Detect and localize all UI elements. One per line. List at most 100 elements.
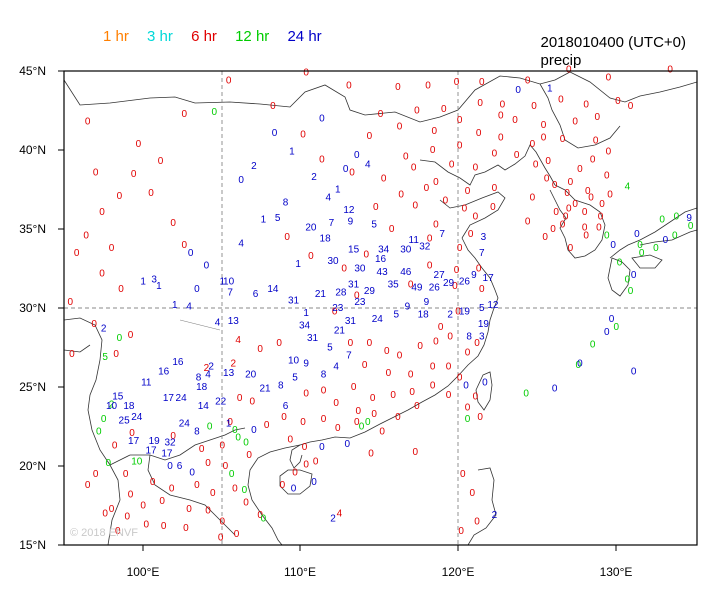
- station-24hr-value: 8: [196, 373, 202, 384]
- station-24hr-value: 0: [272, 128, 278, 139]
- station-6hr-value: 0: [446, 362, 452, 373]
- station-12hr-value: 0: [628, 286, 634, 297]
- station-6hr-value: 0: [460, 469, 466, 480]
- station-12hr-value: 0: [229, 469, 235, 480]
- station-12hr-value: 0: [207, 422, 213, 433]
- tick-marks: [58, 70, 617, 551]
- station-12hr-value: 0: [523, 389, 529, 400]
- station-6hr-value: 0: [226, 76, 232, 87]
- station-24hr-value: 10: [223, 276, 235, 287]
- station-6hr-value: 0: [427, 261, 433, 272]
- station-24hr-value: 18: [320, 234, 332, 245]
- station-24hr-value: 0: [663, 235, 669, 246]
- station-6hr-value: 0: [378, 109, 384, 120]
- station-6hr-value: 0: [595, 112, 601, 123]
- station-6hr-value: 0: [85, 480, 91, 491]
- station-6hr-value: 0: [303, 460, 309, 471]
- station-24hr-value: 8: [278, 381, 284, 392]
- station-24hr-value: 28: [335, 287, 347, 298]
- station-6hr-value: 0: [264, 420, 270, 431]
- station-12hr-value: 5: [102, 352, 108, 363]
- legend: 1 hr 3 hr 6 hr 12 hr 24 hr: [103, 28, 336, 45]
- station-6hr-value: 0: [455, 306, 461, 317]
- station-6hr-value: 0: [498, 110, 504, 121]
- station-24hr-value: 2: [447, 310, 453, 321]
- station-24hr-value: 0: [482, 377, 488, 388]
- station-6hr-value: 0: [246, 450, 252, 461]
- station-6hr-value: 0: [237, 393, 243, 404]
- station-6hr-value: 0: [199, 444, 205, 455]
- station-6hr-value: 0: [91, 319, 97, 330]
- station-24hr-value: 0: [577, 359, 583, 370]
- station-24hr-value: 27: [434, 270, 446, 281]
- lon-tick-120: 120°E: [442, 565, 475, 579]
- station-6hr-value: 0: [473, 212, 479, 223]
- station-6hr-value: 0: [542, 232, 548, 243]
- station-6hr-value: 0: [577, 164, 583, 175]
- station-6hr-value: 0: [83, 231, 89, 242]
- station-24hr-value: 43: [377, 267, 389, 278]
- station-6hr-value: 0: [615, 96, 621, 107]
- station-6hr-value: 0: [85, 117, 91, 128]
- station-6hr-value: 0: [270, 101, 276, 112]
- station-6hr-value: 0: [441, 104, 447, 115]
- station-6hr-value: 0: [607, 189, 613, 200]
- station-24hr-value: 29: [364, 286, 376, 297]
- station-24hr-value: 5: [292, 373, 298, 384]
- station-24hr-value: 5: [275, 213, 281, 224]
- station-6hr-value: 0: [220, 441, 226, 452]
- station-24hr-value: 14: [198, 401, 210, 412]
- lat-tick-25: 25°N: [19, 380, 46, 394]
- station-24hr-value: 1: [156, 281, 162, 292]
- station-24hr-value: 46: [400, 267, 412, 278]
- station-6hr-value: 0: [667, 65, 673, 76]
- station-12hr-value: 2: [109, 400, 115, 411]
- station-24hr-value: 2: [251, 161, 257, 172]
- station-24hr-value: 2: [492, 510, 498, 521]
- station-6hr-value: 0: [313, 456, 319, 467]
- station-24hr-value: 19: [149, 436, 161, 447]
- station-24hr-value: 12: [487, 300, 499, 311]
- station-6hr-value: 0: [598, 212, 604, 223]
- legend-24hr: 24 hr: [287, 28, 322, 45]
- station-24hr-value: 16: [172, 357, 184, 368]
- station-24hr-value: 0: [552, 384, 558, 395]
- station-6hr-value: 0: [234, 529, 240, 540]
- station-24hr-value: 0: [167, 461, 173, 472]
- station-24hr-value: 0: [631, 270, 637, 281]
- station-6hr-value: 0: [395, 412, 401, 423]
- station-24hr-value: 3: [151, 275, 157, 286]
- station-12hr-value: 0: [617, 257, 623, 268]
- station-6hr-value: 0: [477, 412, 483, 423]
- station-12hr-value: 0: [625, 275, 631, 286]
- station-24hr-value: 7: [346, 351, 352, 362]
- station-6hr-value: 0: [457, 373, 463, 384]
- station-12hr-value: 0: [235, 433, 241, 444]
- legend-6hr: 6 hr: [191, 28, 217, 45]
- station-6hr-value: 0: [308, 251, 314, 262]
- station-24hr-value: 18: [123, 401, 135, 412]
- station-6hr-value: 0: [479, 77, 485, 88]
- station-6hr-value: 0: [409, 387, 415, 398]
- station-6hr-value: 0: [223, 461, 229, 472]
- station-12hr-value: 0: [212, 107, 218, 118]
- station-6hr-value: 0: [432, 126, 438, 137]
- station-24hr-value: 6: [283, 401, 289, 412]
- station-12hr-value: 0: [672, 231, 678, 242]
- station-6hr-value: 0: [321, 414, 327, 425]
- watermark: © 2018 ENVF: [70, 527, 138, 539]
- station-6hr-value: 0: [288, 434, 294, 445]
- station-6hr-value: 0: [386, 368, 392, 379]
- station-6hr-value: 0: [397, 351, 403, 362]
- station-6hr-value: 0: [349, 167, 355, 178]
- station-6hr-value: 0: [158, 156, 164, 167]
- station-24hr-value: 9: [348, 216, 354, 227]
- station-24hr-value: 17: [163, 393, 175, 404]
- legend-1hr: 1 hr: [103, 28, 129, 45]
- station-6hr-value: 0: [398, 189, 404, 200]
- station-6hr-value: 0: [368, 449, 374, 460]
- station-24hr-value: 3: [481, 232, 487, 243]
- station-6hr-value: 0: [205, 505, 211, 516]
- station-12hr-value: 0: [261, 513, 267, 524]
- station-6hr-value: 0: [411, 163, 417, 174]
